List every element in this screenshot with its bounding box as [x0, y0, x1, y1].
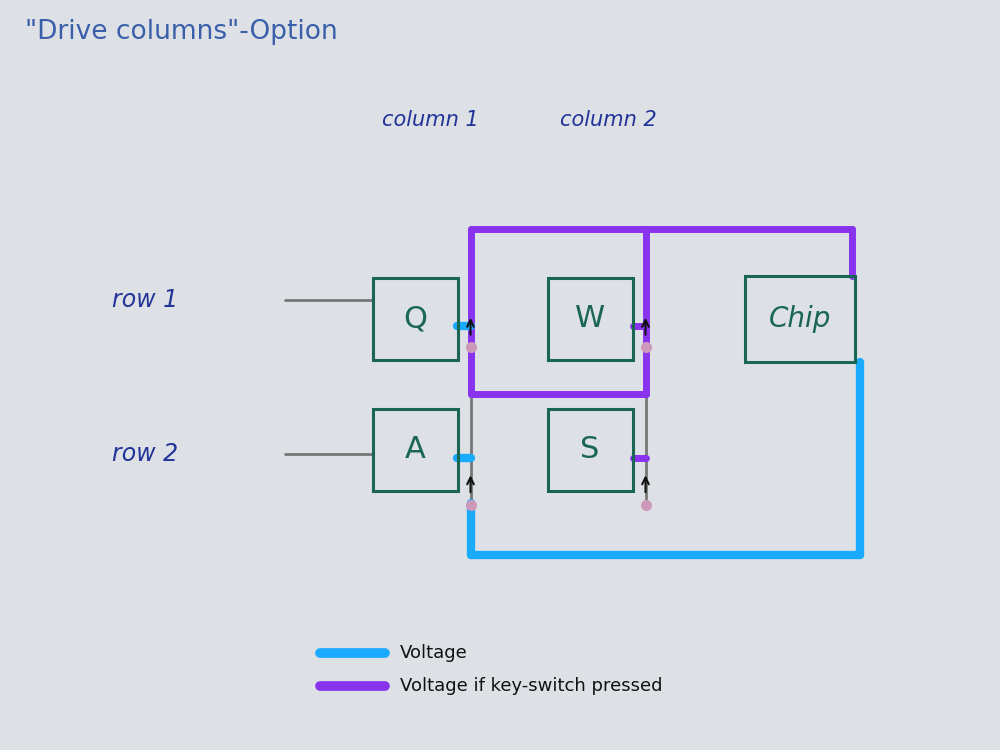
Bar	[548, 409, 633, 491]
Bar	[548, 278, 633, 360]
Text: W: W	[575, 304, 605, 333]
Text: column 2: column 2	[560, 110, 656, 130]
Text: A: A	[405, 436, 425, 464]
Text: Voltage if key-switch pressed: Voltage if key-switch pressed	[400, 677, 662, 695]
Text: Voltage: Voltage	[400, 644, 468, 662]
Text: column 1: column 1	[382, 110, 478, 130]
Text: "Drive columns"-Option: "Drive columns"-Option	[25, 19, 338, 45]
Text: row 1: row 1	[112, 288, 178, 312]
Bar	[372, 409, 458, 491]
Bar	[745, 276, 855, 362]
Text: Chip: Chip	[769, 304, 831, 333]
Text: row 2: row 2	[112, 442, 178, 466]
Text: S: S	[580, 436, 600, 464]
Bar	[372, 278, 458, 360]
Text: Q: Q	[403, 304, 427, 333]
